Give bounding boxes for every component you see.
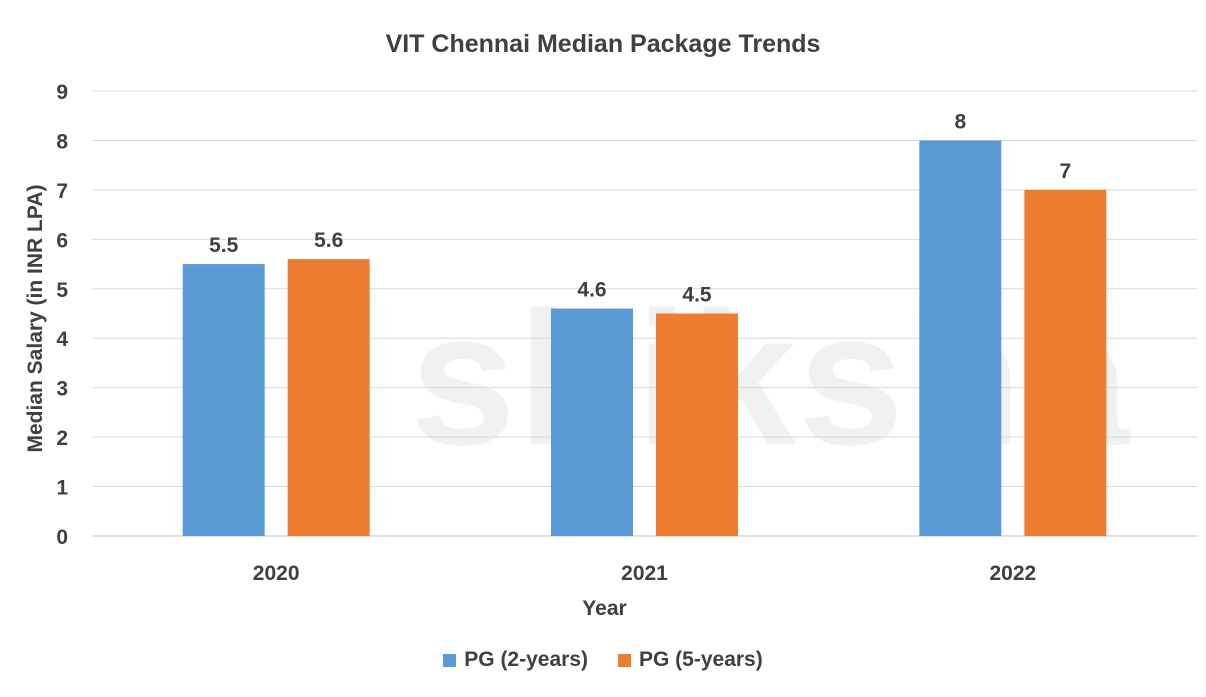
legend-label: PG (5-years): [639, 648, 763, 671]
bar: [551, 308, 633, 536]
bar: [656, 313, 738, 536]
y-tick-label: 9: [56, 81, 68, 104]
legend-label: PG (2-years): [464, 648, 588, 671]
y-tick-label: 1: [56, 477, 68, 500]
y-tick-label: 0: [56, 526, 68, 549]
shiksha-watermark: shiksha: [410, 273, 1132, 485]
y-tick-label: 7: [56, 180, 68, 203]
data-label: 4.5: [682, 284, 712, 307]
x-axis-title: Year: [582, 597, 626, 620]
legend-swatch-blue: [443, 653, 457, 667]
x-tick-label: 2022: [989, 562, 1036, 585]
y-tick-label: 4: [56, 328, 68, 351]
legend-item-pg-5-years: PG (5-years): [618, 648, 763, 672]
data-label: 8: [954, 110, 966, 133]
y-tick-label: 3: [56, 378, 68, 401]
data-label: 7: [1059, 160, 1071, 183]
x-tick-label: 2020: [253, 562, 300, 585]
bar: [287, 259, 370, 536]
legend-item-pg-2-years: PG (2-years): [443, 648, 588, 672]
y-tick-label: 5: [56, 279, 68, 302]
legend: PG (2-years) PG (5-years): [0, 648, 1206, 672]
x-tick-label: 2021: [621, 562, 668, 585]
bar: [1024, 189, 1107, 536]
y-tick-label: 8: [56, 130, 68, 153]
bar: [182, 264, 265, 536]
y-tick-label: 6: [56, 229, 68, 252]
y-tick-label: 2: [56, 427, 68, 450]
legend-swatch-orange: [618, 653, 631, 667]
data-label: 5.6: [314, 229, 343, 252]
y-axis-title: Median Salary (in INR LPA): [24, 185, 47, 453]
chart-title: VIT Chennai Median Package Trends: [385, 30, 821, 58]
bar: [919, 140, 1002, 536]
data-label: 5.5: [209, 234, 239, 257]
data-label: 4.6: [577, 279, 606, 302]
